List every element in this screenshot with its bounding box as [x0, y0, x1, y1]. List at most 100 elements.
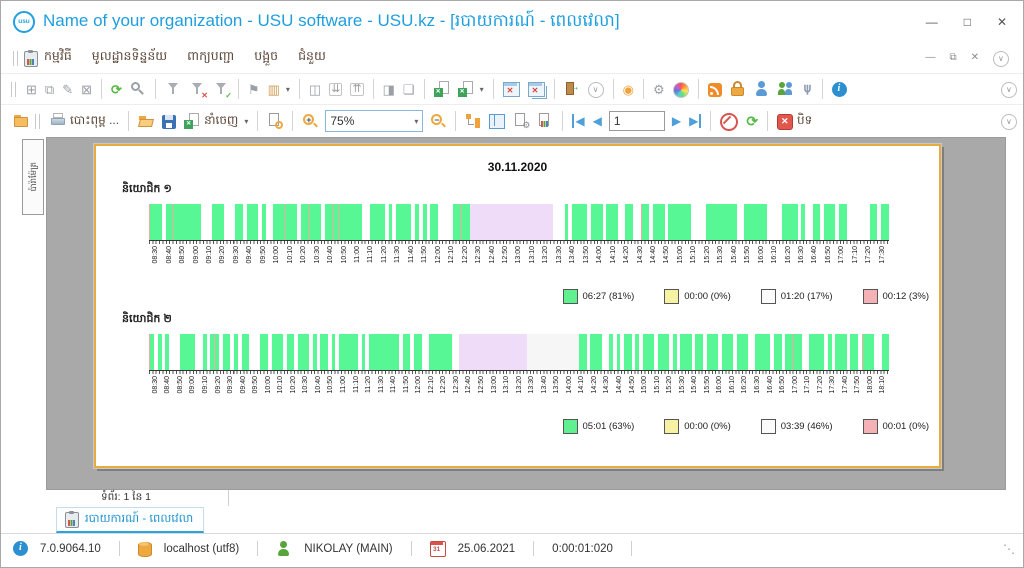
exit-button[interactable]: [561, 79, 583, 99]
last-page-button[interactable]: ▶: [686, 112, 704, 130]
time-axis: [149, 370, 889, 375]
new-note-button[interactable]: ❏: [400, 81, 418, 98]
insert-panel-button[interactable]: ◫: [306, 81, 324, 98]
security-lock-button[interactable]: [727, 79, 749, 99]
zoom-in-button[interactable]: [299, 111, 321, 131]
delete-record-icon: ⊠: [81, 81, 93, 97]
next-page-button[interactable]: ▶: [669, 112, 684, 130]
close-all-windows-button[interactable]: [525, 79, 548, 99]
first-page-button[interactable]: ◀: [569, 112, 587, 130]
more-chevron-button[interactable]: [585, 79, 607, 100]
info-icon[interactable]: [13, 541, 28, 556]
legend-value: 06:27 (81%): [582, 290, 635, 302]
menu-item[interactable]: ជំនួយ: [298, 49, 326, 63]
preview-button[interactable]: [264, 111, 286, 131]
legend-value: 00:12 (3%): [882, 290, 929, 302]
zoom-out-button[interactable]: [427, 111, 449, 131]
save-button[interactable]: [159, 112, 179, 131]
prev-page-icon: ◀: [592, 114, 602, 128]
edit-record-button[interactable]: ✎: [59, 81, 76, 98]
refresh-report-button[interactable]: ⟳: [743, 112, 761, 130]
legend-value: 01:20 (17%): [780, 290, 833, 302]
toolbar-overflow-icon[interactable]: [1001, 81, 1017, 98]
edit-report-button[interactable]: [534, 111, 556, 131]
refresh-button[interactable]: ⟳: [108, 81, 125, 98]
stop-button[interactable]: [717, 110, 741, 133]
color-wheel-button[interactable]: [670, 79, 692, 100]
search-button[interactable]: [127, 79, 149, 99]
toolbar-grip[interactable]: [35, 113, 40, 129]
image-button[interactable]: ▥ ▾: [265, 81, 293, 98]
child-close-button[interactable]: ✕: [970, 52, 979, 63]
page-number-input[interactable]: [608, 111, 665, 131]
print-button[interactable]: បោះពុម្ព ...: [47, 110, 122, 132]
menu-item[interactable]: មូលដ្ឋានទិន្នន័យ: [91, 49, 168, 63]
excel-import-icon: [433, 81, 450, 97]
page-setup-button[interactable]: [510, 111, 532, 131]
open-button[interactable]: [135, 111, 157, 131]
toolbar-grip[interactable]: [13, 50, 18, 66]
add-column-button[interactable]: ◨: [380, 81, 398, 98]
settings-gear-button[interactable]: ⚙: [650, 81, 668, 98]
menu-item[interactable]: ពាក្យបញ្ជា: [187, 49, 235, 63]
last-page-icon: ▶: [689, 114, 702, 128]
layout-button[interactable]: [486, 111, 508, 131]
database-icon: [137, 541, 152, 557]
info-button[interactable]: [829, 80, 850, 99]
resize-grip-icon[interactable]: ⋱: [1003, 541, 1015, 556]
excel-export-button[interactable]: ▾: [455, 79, 487, 99]
color-wheel-icon: [672, 81, 689, 98]
search-icon: [130, 81, 146, 97]
report-viewport[interactable]: 30.11.2020 និយោជិក ១ 08:30 08:40 08:50 09:00…: [46, 137, 1006, 490]
minimize-button[interactable]: —: [925, 15, 938, 29]
legend-value: 03:39 (46%): [780, 420, 833, 432]
add-record-button[interactable]: ⊞: [23, 81, 40, 98]
delete-record-button[interactable]: ⊠: [78, 81, 95, 98]
zoom-select[interactable]: 75% ▾: [325, 110, 424, 132]
copy-record-button[interactable]: ⧉: [42, 81, 57, 98]
legend-swatch: [664, 418, 680, 434]
close-window-button[interactable]: [500, 79, 523, 99]
edit-record-icon: ✎: [62, 81, 74, 97]
prev-page-button[interactable]: ◀: [590, 112, 605, 130]
tab-report-time[interactable]: របាយការណ៍ - ពេលវេលា: [56, 507, 205, 533]
filter-clear-button[interactable]: ✕: [186, 79, 208, 100]
user-access-button[interactable]: [751, 79, 773, 99]
panel-folder-button[interactable]: [10, 111, 32, 131]
expand-all-button[interactable]: ⇈: [347, 81, 366, 98]
rss-button[interactable]: [705, 80, 725, 99]
plugin-button[interactable]: ⋔: [799, 81, 816, 98]
menu-bar: កម្មវិធី មូលដ្ឋានទិន្នន័យ ពាក្យបញ្ជា បង្អួច…: [1, 43, 1023, 73]
filter-icon: [165, 81, 181, 97]
calendar-icon[interactable]: 31: [429, 541, 446, 557]
map-pin-button[interactable]: ◉: [620, 81, 637, 98]
child-minimize-button[interactable]: —: [925, 52, 936, 63]
child-restore-button[interactable]: ⧉: [949, 52, 957, 63]
usu-logo-icon: usu: [13, 11, 35, 33]
filter-button[interactable]: [162, 79, 184, 99]
toolbar-overflow-icon[interactable]: [993, 50, 1009, 67]
menu-item[interactable]: បង្អួច: [254, 49, 279, 63]
toolbar-overflow-icon[interactable]: [1001, 113, 1017, 130]
maximize-button[interactable]: □: [963, 15, 971, 29]
legend-swatch: [862, 288, 878, 304]
menu-item[interactable]: កម្មវិធី: [44, 49, 72, 63]
structure-button[interactable]: [462, 111, 484, 131]
collapse-all-button[interactable]: ⇊: [326, 81, 345, 98]
close-report-button[interactable]: បិទ: [774, 110, 815, 132]
legend-item: 00:12 (3%): [862, 288, 929, 304]
chevron-down-icon: ▾: [244, 116, 249, 126]
toolbar-grip[interactable]: [11, 81, 16, 97]
close-button[interactable]: ✕: [996, 15, 1007, 29]
elapsed-timer: 0:00:01:020: [552, 542, 613, 555]
flag-button[interactable]: ⚑: [245, 81, 263, 98]
first-page-icon: ◀: [572, 114, 585, 128]
chart-legend: 06:27 (81%) 00:00 (0%) 01:20 (17%) 00:12 (3…: [149, 288, 929, 304]
zoom-value: 75%: [330, 114, 355, 128]
filter-checked-button[interactable]: ✓: [210, 79, 232, 100]
parameters-side-tab[interactable]: ប៉ារ៉ាម៉ែត្រ: [22, 139, 44, 215]
user-groups-button[interactable]: [775, 79, 797, 99]
legend-swatch: [760, 418, 776, 434]
excel-import-button[interactable]: [431, 79, 453, 99]
export-button[interactable]: នាំចេញ ▾: [181, 110, 251, 132]
